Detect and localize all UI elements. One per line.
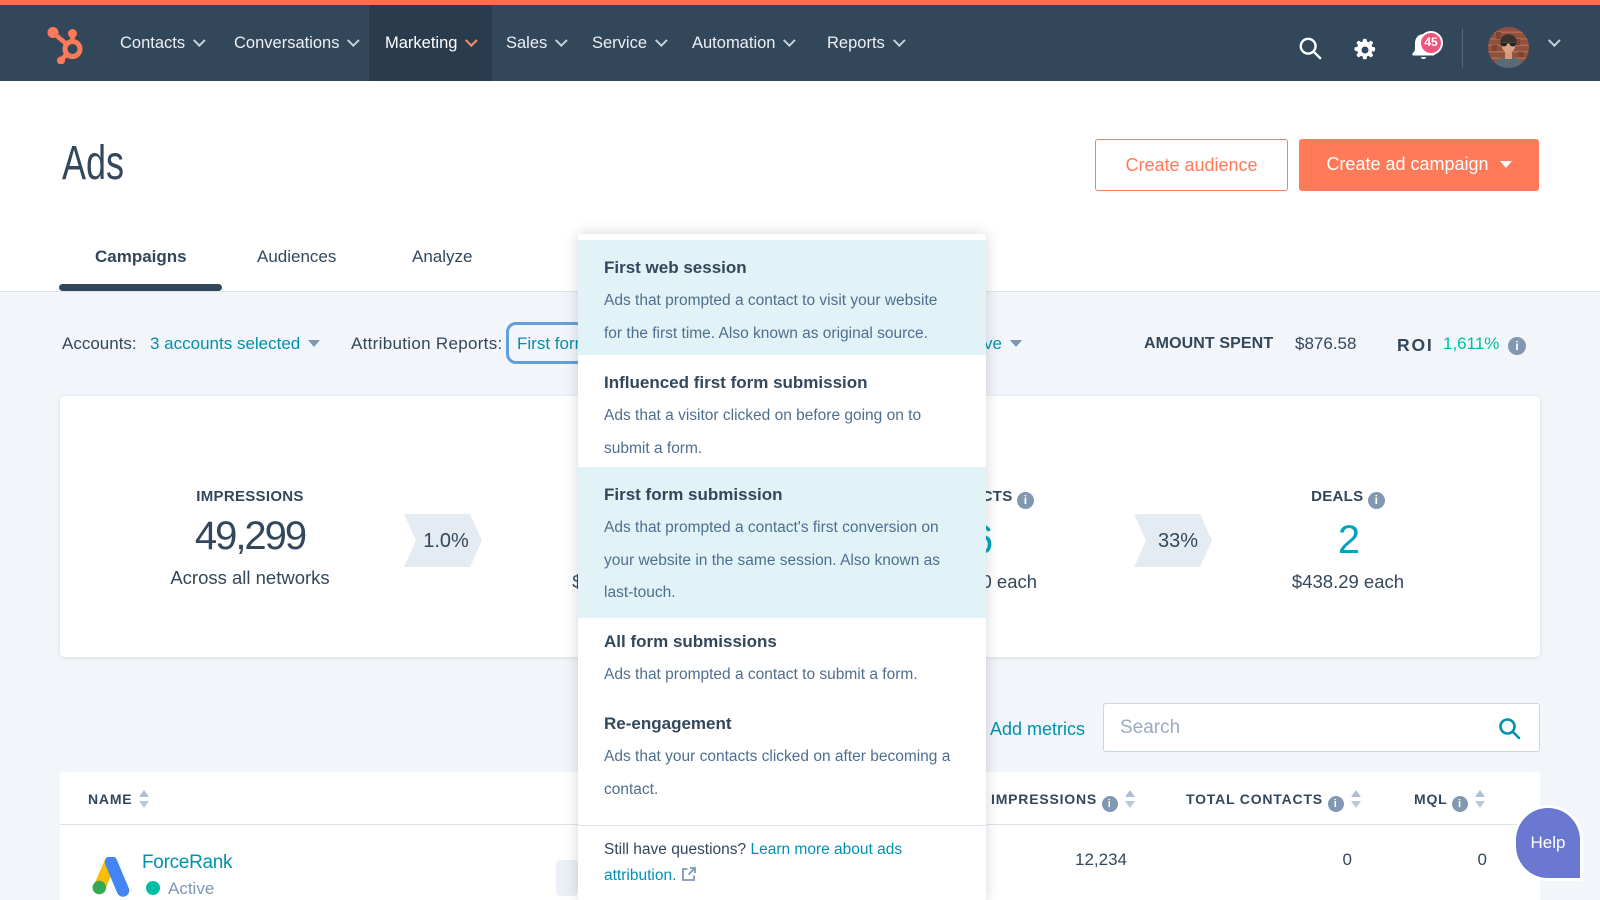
svg-text:1.0%: 1.0% (423, 530, 469, 552)
svg-text:33%: 33% (1158, 530, 1198, 552)
